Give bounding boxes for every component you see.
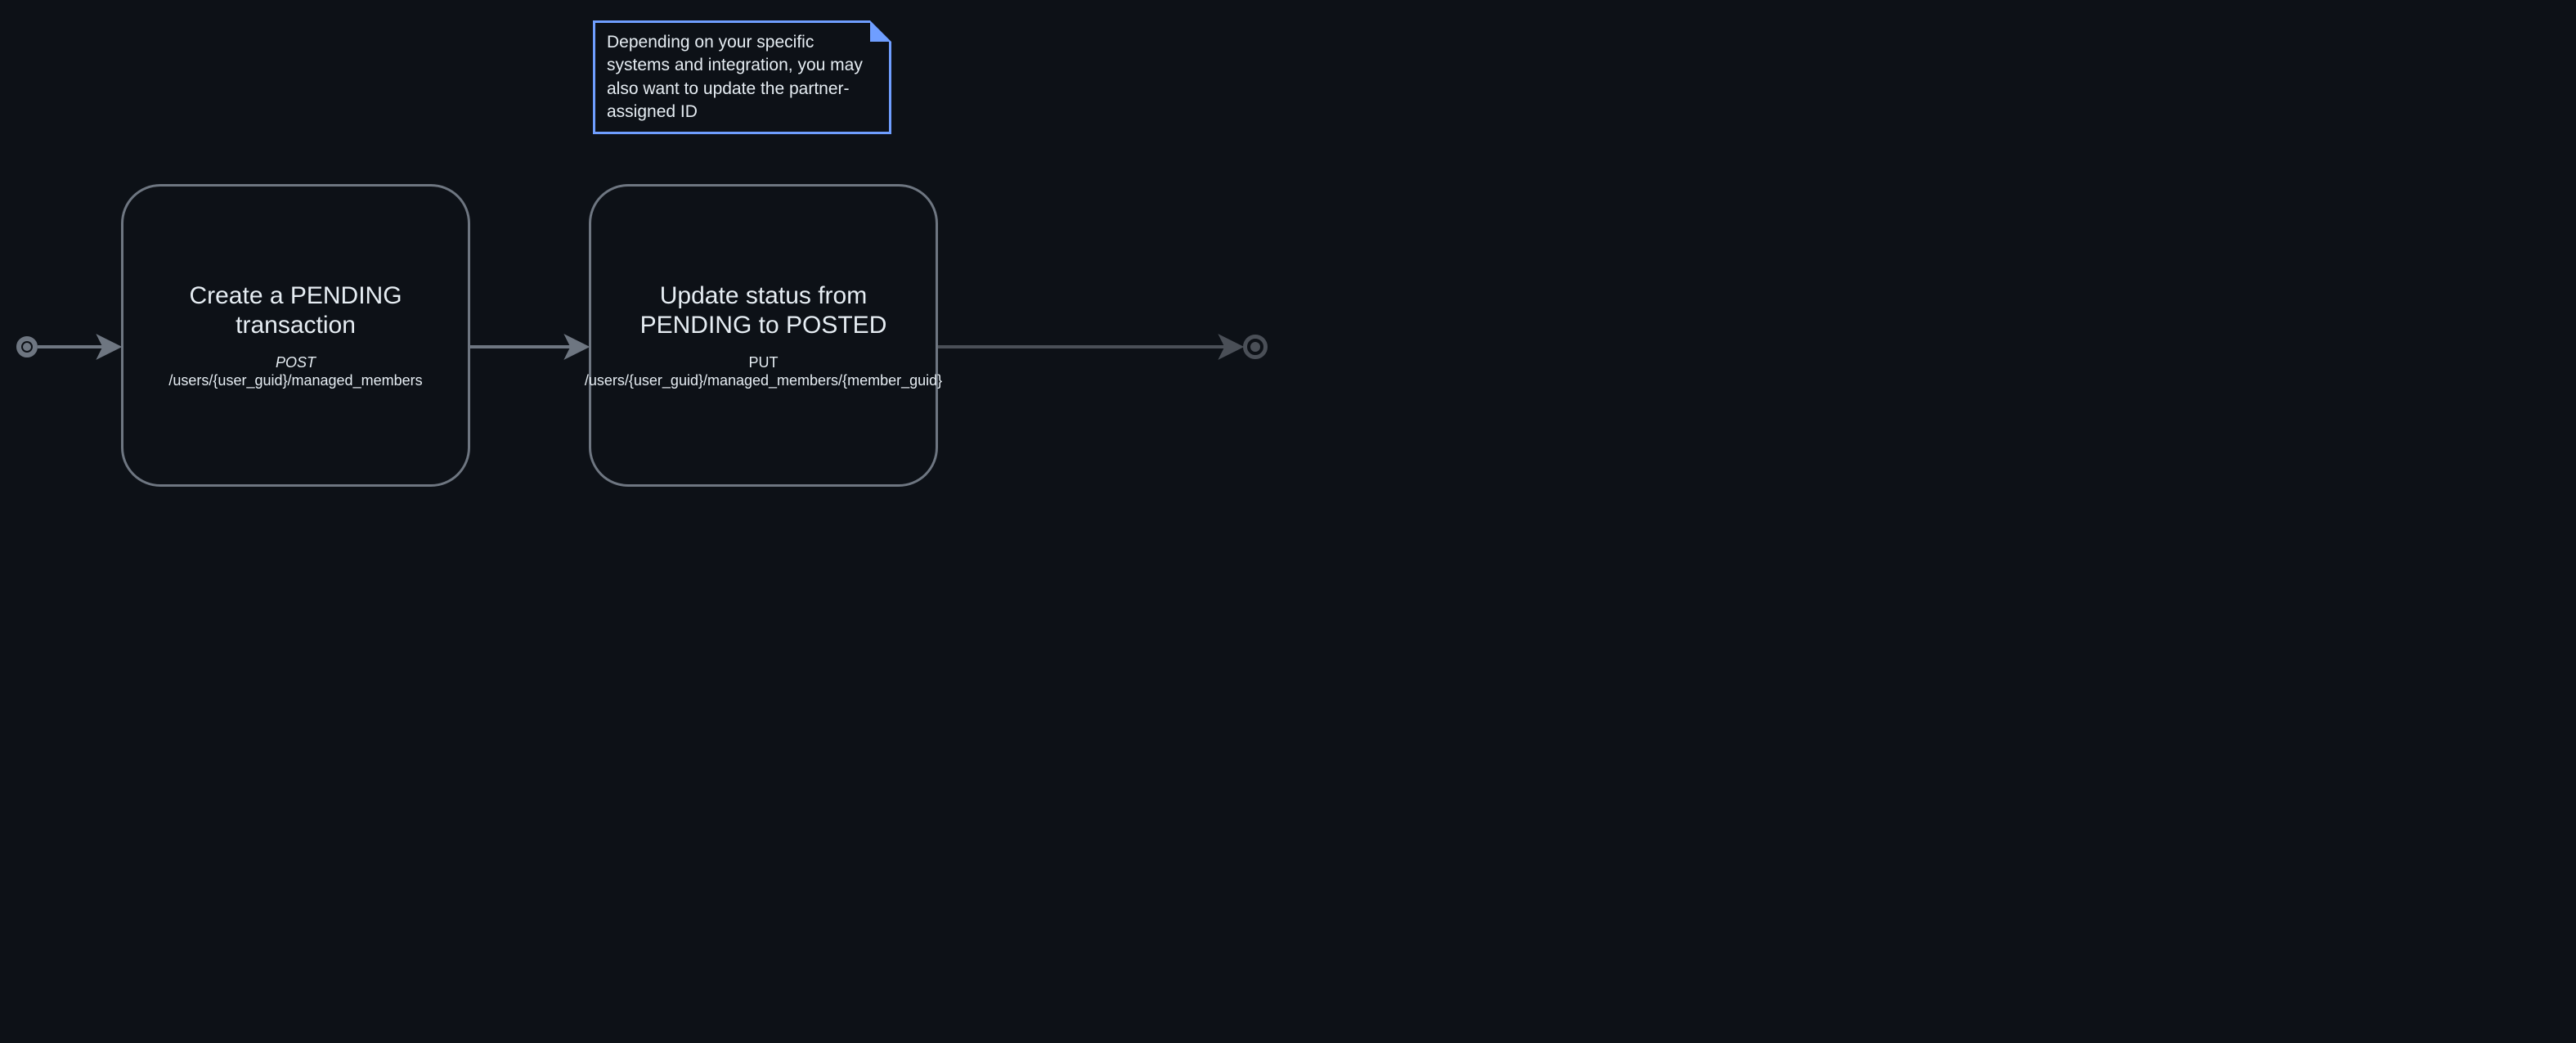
- annotation-note: Depending on your specific systems and i…: [593, 20, 891, 134]
- note-text: Depending on your specific systems and i…: [607, 33, 863, 121]
- end-node: [1243, 335, 1268, 359]
- node-method: PUT: [749, 353, 779, 372]
- note-fold-icon: [870, 20, 891, 42]
- node-create-pending: Create a PENDING transaction POST /users…: [121, 184, 470, 487]
- node-update-status: Update status from PENDING to POSTED PUT…: [589, 184, 938, 487]
- node-title: Update status from PENDING to POSTED: [606, 281, 921, 340]
- node-method: POST: [276, 353, 316, 372]
- start-node: [16, 336, 38, 357]
- node-path: /users/{user_guid}/managed_members: [168, 371, 422, 390]
- node-path: /users/{user_guid}/managed_members/{memb…: [585, 371, 942, 390]
- flowchart-stage: Create a PENDING transaction POST /users…: [0, 0, 1288, 522]
- node-title: Create a PENDING transaction: [138, 281, 453, 340]
